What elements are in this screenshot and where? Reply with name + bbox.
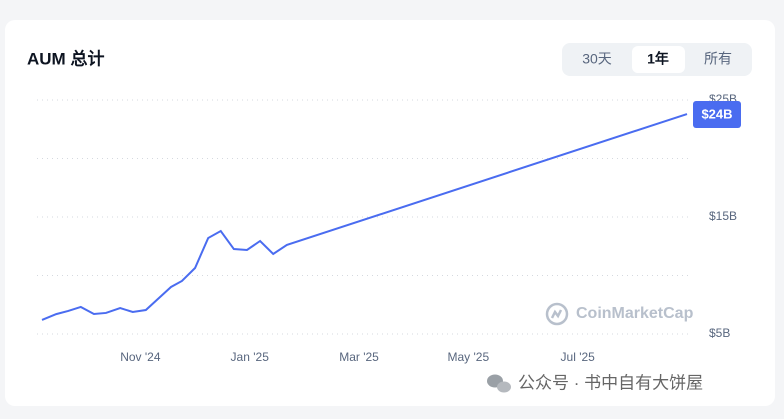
x-tick-label: Jul '25: [561, 350, 596, 364]
chart-title: AUM 总计: [27, 48, 104, 68]
tab[interactable]: 1年: [647, 51, 669, 67]
x-tick-label: Mar '25: [339, 350, 379, 364]
tab[interactable]: 30天: [582, 51, 612, 67]
watermark-logo: [545, 302, 569, 326]
x-tick-label: Nov '24: [120, 350, 161, 364]
x-tick-label: Jan '25: [231, 350, 270, 364]
tab[interactable]: 所有: [704, 51, 732, 67]
value-label: $24B: [701, 106, 732, 121]
footer-text: 公众号 · 书中自有大饼屋: [518, 373, 703, 392]
line: [41, 113, 688, 321]
x-tick-label: May '25: [448, 350, 490, 364]
value-badge: [693, 101, 741, 129]
card: [5, 20, 775, 406]
wechat-icon: [487, 374, 511, 393]
watermark: CoinMarketCap: [576, 305, 694, 322]
y-tick-label: $15B: [709, 209, 737, 223]
y-tick-label: $5B: [709, 326, 730, 340]
tab-active-bg: [632, 46, 685, 73]
